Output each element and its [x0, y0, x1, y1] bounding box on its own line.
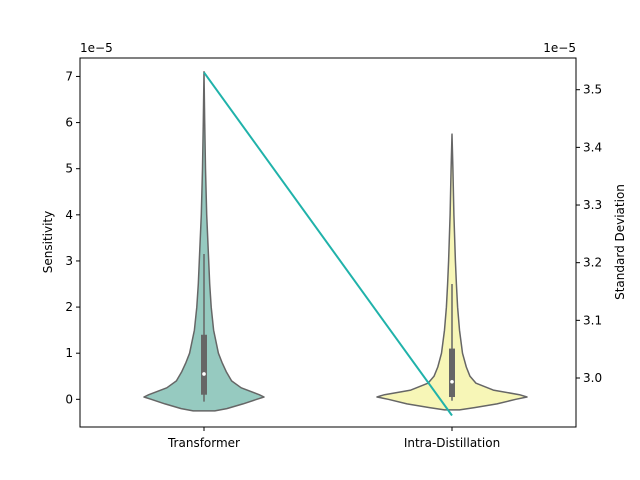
left-tick-label: 6	[65, 116, 73, 130]
right-tick-label: 3.1	[583, 313, 602, 327]
left-tick-label: 2	[65, 300, 73, 314]
std-deviation-line	[203, 71, 453, 417]
left-tick-label: 5	[65, 162, 73, 176]
right-axis-label: Standard Deviation	[613, 184, 627, 300]
right-axis-ticks: 3.0 3.1 3.2 3.3 3.4 3.5	[576, 83, 602, 385]
right-tick-label: 3.0	[583, 371, 602, 385]
x-tick-label-intra-distillation: Intra-Distillation	[404, 436, 500, 450]
left-tick-label: 3	[65, 254, 73, 268]
right-tick-label: 3.5	[583, 83, 602, 97]
median-dot-transformer	[202, 372, 206, 376]
left-tick-label: 0	[65, 392, 73, 406]
right-tick-label: 3.2	[583, 256, 602, 270]
left-tick-label: 7	[65, 69, 73, 83]
std-line-layer	[203, 71, 453, 417]
iqr-box-transformer	[201, 334, 207, 395]
violin-transformer	[143, 71, 265, 412]
left-axis-scale-note: 1e−5	[80, 41, 113, 55]
left-axis-label: Sensitivity	[41, 211, 55, 273]
violins-layer	[143, 71, 528, 412]
left-tick-label: 1	[65, 346, 73, 360]
iqr-box-intra-distillation	[449, 348, 455, 398]
right-tick-label: 3.4	[583, 140, 602, 154]
x-tick-label-transformer: Transformer	[167, 436, 240, 450]
x-axis-ticks: Transformer Intra-Distillation	[167, 427, 500, 450]
right-tick-label: 3.3	[583, 198, 602, 212]
plot-frame	[79, 57, 577, 428]
left-axis-ticks: 0 1 2 3 4 5 6 7	[65, 69, 80, 406]
left-tick-label: 4	[65, 208, 73, 222]
violin-intra-distillation	[376, 133, 528, 411]
median-dot-intra-distillation	[450, 379, 454, 384]
right-axis-scale-note: 1e−5	[543, 41, 576, 55]
